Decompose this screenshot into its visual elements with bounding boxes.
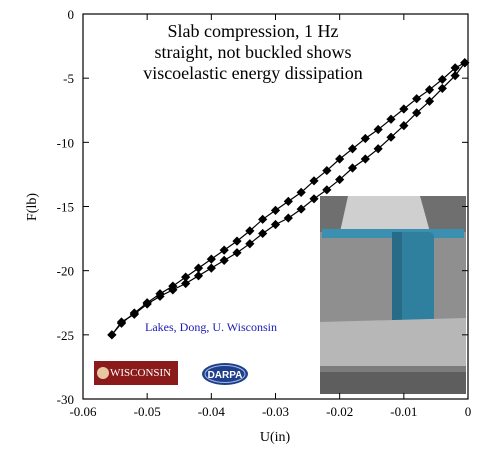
darpa-logo: DARPA [202, 363, 248, 385]
chart-title-line-2: straight, not buckled shows [155, 42, 352, 62]
data-point [424, 96, 435, 106]
photo-specimen-slab [392, 232, 434, 336]
data-point [245, 226, 255, 236]
data-point [283, 196, 293, 206]
y-tick-label: -5 [63, 71, 74, 86]
data-point [168, 281, 178, 291]
photo-specimen-holder [340, 196, 430, 232]
data-point [129, 308, 139, 318]
data-point [245, 239, 255, 249]
data-points [107, 58, 470, 340]
data-point [219, 255, 229, 265]
data-point [206, 254, 216, 264]
data-point [296, 204, 306, 214]
data-point [399, 121, 409, 131]
data-point [386, 132, 396, 142]
axes: -0.06 -0.05 -0.04 -0.03 -0.02 -0.01 0 0 -5 -10 -15… [57, 7, 472, 419]
photo-specimen-shade [392, 232, 402, 336]
data-point [232, 248, 242, 258]
y-tick-label: -30 [57, 392, 74, 407]
data-point [155, 289, 165, 299]
x-tick-label: -0.05 [134, 404, 161, 419]
data-point [181, 272, 191, 282]
data-point [309, 176, 319, 186]
data-point [412, 94, 422, 104]
photo-lower-platen [320, 318, 466, 372]
data-point [107, 330, 117, 340]
x-tick-label: 0 [465, 404, 472, 419]
y-tick-label: -25 [57, 328, 74, 343]
wisconsin-logo: WISCONSIN [94, 361, 178, 385]
data-point [322, 165, 332, 176]
darpa-logo-text: DARPA [208, 370, 243, 381]
data-point [424, 85, 435, 95]
data-point [450, 71, 460, 81]
data-point [386, 114, 396, 124]
data-point [270, 205, 281, 215]
data-point [181, 278, 191, 289]
data-point [309, 194, 319, 204]
x-tick-label: -0.06 [69, 404, 97, 419]
y-axis-title: F(lb) [25, 193, 40, 221]
chart-title-line-1: Slab compression, 1 Hz [168, 21, 339, 41]
inset-photo [320, 196, 466, 394]
data-point [116, 318, 127, 328]
data-point [360, 133, 370, 144]
data-point [460, 58, 470, 68]
data-point [258, 214, 268, 224]
y-tick-label: 0 [68, 7, 75, 22]
data-point [270, 219, 281, 230]
data-point [437, 83, 447, 94]
x-tick-label: -0.04 [198, 404, 226, 419]
data-point [296, 187, 306, 197]
data-point [412, 108, 422, 118]
data-point [437, 74, 447, 85]
data-point [232, 236, 242, 246]
data-point [142, 298, 152, 308]
data-point [450, 63, 460, 73]
credit-text: Lakes, Dong, U. Wisconsin [145, 320, 277, 334]
photo-base [320, 372, 466, 394]
data-point [206, 263, 216, 273]
y-tick-label: -20 [57, 264, 74, 279]
data-point [399, 104, 409, 114]
photo-platen-edge [320, 366, 466, 372]
data-point [373, 144, 383, 154]
data-point [193, 271, 204, 281]
x-tick-label: -0.02 [326, 404, 353, 419]
data-point [283, 213, 293, 223]
data-point [373, 124, 383, 135]
data-point [258, 228, 268, 239]
x-tick-label: -0.01 [390, 404, 417, 419]
wisconsin-logo-text: WISCONSIN [110, 367, 171, 379]
data-point [347, 163, 358, 173]
data-point [335, 154, 345, 164]
y-tick-label: -15 [57, 200, 74, 215]
data-point [335, 174, 345, 185]
data-point [322, 185, 332, 195]
data-point [193, 263, 204, 273]
data-point [347, 144, 358, 154]
x-axis-title: U(in) [260, 430, 291, 445]
data-point [219, 245, 229, 255]
y-tick-label: -10 [57, 135, 74, 150]
data-point [360, 154, 370, 164]
chart-title-line-3: viscoelastic energy dissipation [143, 63, 363, 83]
x-tick-label: -0.03 [262, 404, 289, 419]
